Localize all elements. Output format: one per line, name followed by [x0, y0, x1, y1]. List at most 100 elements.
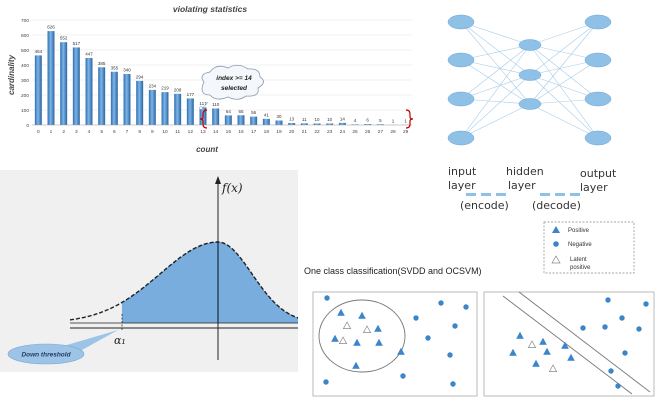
decoder-edge	[529, 74, 599, 100]
bar	[288, 123, 296, 125]
negative-point	[619, 315, 625, 321]
bar	[262, 118, 270, 125]
x-tick-label: 6	[113, 129, 116, 135]
x-tick-label: 19	[276, 129, 282, 135]
x-tick-label: 21	[302, 129, 308, 135]
ocsvm-points	[509, 297, 649, 389]
bar	[60, 42, 68, 126]
decoder-edge	[529, 59, 599, 105]
negative-point	[324, 295, 330, 301]
bar-chart-title: violating statistics	[173, 4, 247, 14]
negative-point	[608, 368, 614, 374]
bar-value-label: 447	[85, 51, 93, 56]
bar	[338, 122, 346, 125]
output-layer-label-2: layer	[580, 181, 608, 194]
negative-point	[636, 326, 642, 332]
positive-point	[561, 341, 569, 349]
hidden-node	[518, 98, 542, 110]
bar	[85, 57, 93, 126]
x-tick-label: 10	[162, 129, 168, 135]
bar-value-label: 110	[212, 102, 220, 107]
classification-panel: One class classification(SVDD and OCSVM)…	[304, 221, 655, 397]
negative-point	[463, 304, 469, 310]
bar	[275, 120, 283, 125]
encoder-edge	[460, 21, 531, 105]
y-tick-label: 500	[21, 48, 29, 54]
alpha-label: α₁	[114, 334, 126, 347]
bar-value-label: 30	[276, 114, 282, 119]
bar	[376, 124, 384, 125]
latent-positive-point	[362, 325, 372, 333]
bar	[72, 47, 80, 126]
bar-value-label: 294	[136, 74, 144, 79]
bar-value-label: 385	[98, 61, 106, 66]
latent-positive-point	[548, 364, 558, 372]
bar-value-label: 177	[187, 92, 195, 97]
bar-value-label: 117	[199, 101, 207, 106]
latent-positive-point	[527, 340, 537, 348]
decoder-edge	[529, 21, 599, 76]
down-threshold-callout	[7, 343, 85, 365]
legend-latent-label-1: Latent	[570, 257, 587, 263]
encoder-edge	[460, 21, 531, 46]
negative-point	[323, 379, 329, 385]
x-tick-label: 29	[403, 129, 409, 135]
legend-latent-label-2: positive	[570, 265, 591, 271]
bar-value-label: 6	[366, 118, 369, 123]
positive-point	[543, 347, 551, 355]
bar-value-label: 14	[340, 116, 346, 121]
bar-chart-panel: violating statistics cardinality count 0…	[7, 4, 414, 154]
hidden-node	[518, 69, 542, 81]
bar	[186, 98, 194, 125]
bar	[174, 93, 182, 125]
density-panel: f(x) α₁ Down threshold	[0, 170, 298, 372]
decode-label: (decode)	[532, 199, 581, 212]
bar	[313, 123, 321, 125]
density-curve	[69, 241, 298, 321]
bar	[47, 31, 55, 126]
positive-point	[353, 338, 361, 346]
negative-point	[450, 381, 456, 387]
bar-value-label: 4	[354, 118, 357, 123]
bar-value-label: 355	[111, 65, 119, 70]
x-tick-label: 18	[264, 129, 270, 135]
input-node	[447, 130, 475, 146]
negative-point	[400, 373, 406, 379]
decode-arrow-dashes	[540, 193, 580, 196]
bar-chart-xlabel: count	[196, 145, 218, 154]
x-tick-label: 25	[352, 129, 358, 135]
bar	[98, 67, 106, 125]
positive-point	[516, 331, 524, 339]
fx-label: f(x)	[221, 181, 243, 195]
x-tick-label: 20	[289, 129, 295, 135]
autoencoder-panel: input layer hidden layer output layer (e…	[447, 14, 617, 212]
x-tick-label: 22	[314, 129, 320, 135]
hidden-node	[518, 39, 542, 51]
negative-point	[452, 323, 458, 329]
output-layer-label-1: output	[580, 167, 617, 180]
bar-value-label: 56	[251, 110, 257, 115]
y-tick-label: 700	[21, 18, 29, 24]
x-tick-label: 2	[62, 129, 65, 135]
bar-value-label: 464	[35, 49, 43, 54]
bar	[123, 74, 131, 125]
cloud-bubble	[199, 106, 203, 110]
bar-chart-bars	[34, 31, 410, 126]
autoencoder-nodes	[447, 14, 612, 146]
annotation-text-line2: selected	[221, 85, 248, 92]
input-layer-label-2: layer	[448, 179, 476, 192]
legend-positive-label: Positive	[568, 228, 590, 234]
x-tick-label: 23	[327, 129, 333, 135]
bar-value-label: 10	[314, 117, 320, 122]
negative-point	[602, 324, 608, 330]
bar-chart-y-ticks: 0 100 200 300 400 500 600 700	[21, 18, 29, 129]
annotation-text-line1: index >= 14	[216, 75, 252, 82]
right-brace	[405, 109, 414, 129]
output-node	[584, 14, 612, 30]
encoder-edge	[460, 44, 531, 100]
latent-positive-point	[342, 321, 352, 329]
bar-value-label: 65	[238, 109, 244, 114]
latent-positive-point	[338, 336, 348, 344]
classification-title: One class classification(SVDD and OCSVM)	[304, 266, 482, 276]
